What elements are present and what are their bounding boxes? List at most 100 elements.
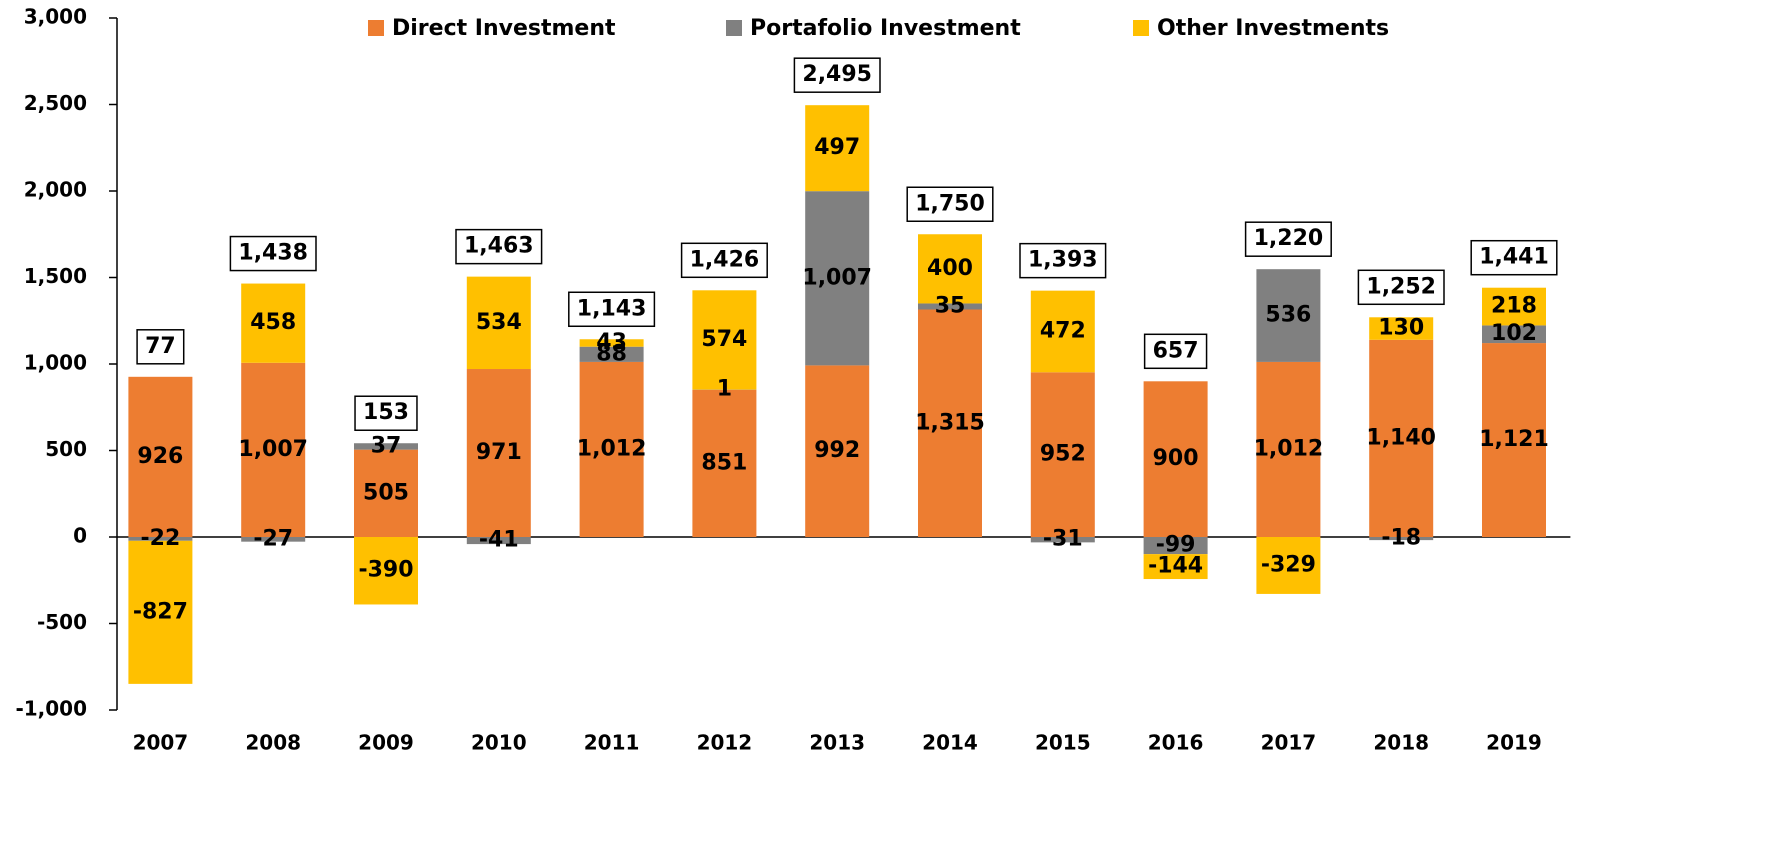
- bar-segment: [1369, 317, 1434, 340]
- bar-segment: [1143, 381, 1208, 537]
- total-box: [568, 291, 656, 328]
- bar-segment: [805, 105, 870, 192]
- x-tick-label: 2015: [1035, 731, 1091, 755]
- data-label: -27: [253, 526, 293, 551]
- bar-segment: [805, 365, 870, 537]
- data-label: 37: [371, 433, 402, 458]
- data-label: 1,140: [1366, 425, 1436, 450]
- data-label: 43: [596, 330, 627, 355]
- legend-label: Direct Investment: [392, 16, 616, 41]
- bar-segment: [918, 234, 982, 304]
- bar-segment: [1369, 339, 1434, 537]
- data-label: 88: [596, 341, 627, 366]
- y-tick-label: -500: [37, 610, 87, 634]
- data-label: 472: [1040, 318, 1086, 343]
- total-box: [906, 186, 994, 222]
- x-tick-label: 2018: [1373, 731, 1429, 755]
- bar-segment: [579, 346, 644, 362]
- bar-segment: [805, 191, 870, 366]
- data-label: 1,007: [802, 265, 872, 290]
- data-label: 130: [1378, 316, 1424, 341]
- total-label: 77: [145, 334, 176, 359]
- data-label: 497: [814, 135, 860, 160]
- total-label: 153: [363, 400, 409, 425]
- x-tick-label: 2013: [809, 731, 865, 755]
- data-label: 218: [1491, 294, 1537, 319]
- bar-segment: [692, 389, 757, 537]
- bar-segment: [918, 309, 982, 537]
- x-tick-label: 2016: [1148, 731, 1204, 755]
- total-box: [136, 329, 185, 365]
- total-box: [354, 395, 418, 431]
- bar-segment: [1482, 343, 1546, 537]
- bar-segment: [128, 376, 193, 537]
- bar-segment: [128, 537, 193, 541]
- total-box: [1357, 269, 1445, 306]
- total-label: 1,220: [1254, 226, 1324, 251]
- data-label: -144: [1148, 554, 1203, 579]
- x-tick-label: 2019: [1486, 731, 1542, 755]
- data-label: 534: [476, 310, 522, 335]
- data-label: -22: [141, 526, 181, 551]
- y-tick-label: 2,500: [24, 91, 87, 115]
- data-label: 458: [250, 310, 296, 335]
- total-box: [680, 242, 768, 279]
- bar-segment: [241, 362, 306, 537]
- data-label: -329: [1261, 552, 1316, 577]
- bar-segment: [1256, 361, 1321, 537]
- total-label: 1,252: [1366, 274, 1436, 299]
- y-tick-label: 3,000: [24, 5, 87, 29]
- bar-segment: [354, 537, 418, 605]
- total-label: 1,438: [238, 241, 308, 266]
- bar-segment: [466, 369, 531, 537]
- data-label: -41: [479, 528, 519, 553]
- total-box: [1244, 221, 1332, 257]
- data-label: 1,012: [577, 436, 647, 461]
- bar-segment: [466, 537, 531, 545]
- data-label: 400: [927, 256, 973, 281]
- x-tick-label: 2008: [245, 731, 301, 755]
- bar-segment: [354, 443, 418, 450]
- x-tick-label: 2014: [922, 731, 978, 755]
- data-label: -31: [1043, 527, 1083, 552]
- y-tick-label: 500: [45, 437, 87, 461]
- data-label: -827: [133, 599, 188, 624]
- total-label: 657: [1153, 338, 1199, 363]
- total-box: [1019, 242, 1107, 279]
- data-label: 1,315: [915, 410, 985, 435]
- data-label: 1,121: [1479, 427, 1549, 452]
- bar-segment: [128, 540, 193, 684]
- bar-segment: [1369, 537, 1434, 541]
- legend-label: Other Investments: [1157, 16, 1389, 41]
- bar-segment: [1030, 537, 1095, 543]
- total-box: [455, 228, 543, 265]
- legend-swatch: [726, 20, 742, 36]
- total-label: 2,495: [802, 62, 872, 87]
- bar-segment: [579, 339, 644, 347]
- bar-segment: [1256, 269, 1321, 362]
- total-label: 1,463: [464, 234, 534, 259]
- y-tick-label: 1,000: [24, 351, 87, 375]
- data-label: 926: [137, 444, 183, 469]
- data-label: 1,007: [238, 437, 308, 462]
- data-label: 900: [1153, 446, 1199, 471]
- bar-segment: [1030, 372, 1095, 537]
- bar-segment: [1143, 554, 1208, 580]
- data-label: 505: [363, 480, 409, 505]
- data-label: 992: [814, 438, 860, 463]
- total-box: [1470, 239, 1558, 276]
- legend-swatch: [368, 20, 384, 36]
- total-label: 1,426: [690, 247, 760, 272]
- y-tick-label: 1,500: [24, 264, 87, 288]
- data-label: 1,012: [1254, 436, 1324, 461]
- data-label: -18: [1381, 526, 1421, 551]
- bar-segment: [918, 303, 982, 310]
- total-box: [1143, 333, 1208, 370]
- x-tick-label: 2011: [584, 731, 640, 755]
- y-tick-label: 0: [73, 524, 87, 548]
- total-label: 1,143: [577, 296, 647, 321]
- total-box: [793, 57, 881, 93]
- data-label: 1: [717, 377, 732, 402]
- x-tick-label: 2007: [133, 731, 189, 755]
- y-tick-label: -1,000: [15, 697, 87, 721]
